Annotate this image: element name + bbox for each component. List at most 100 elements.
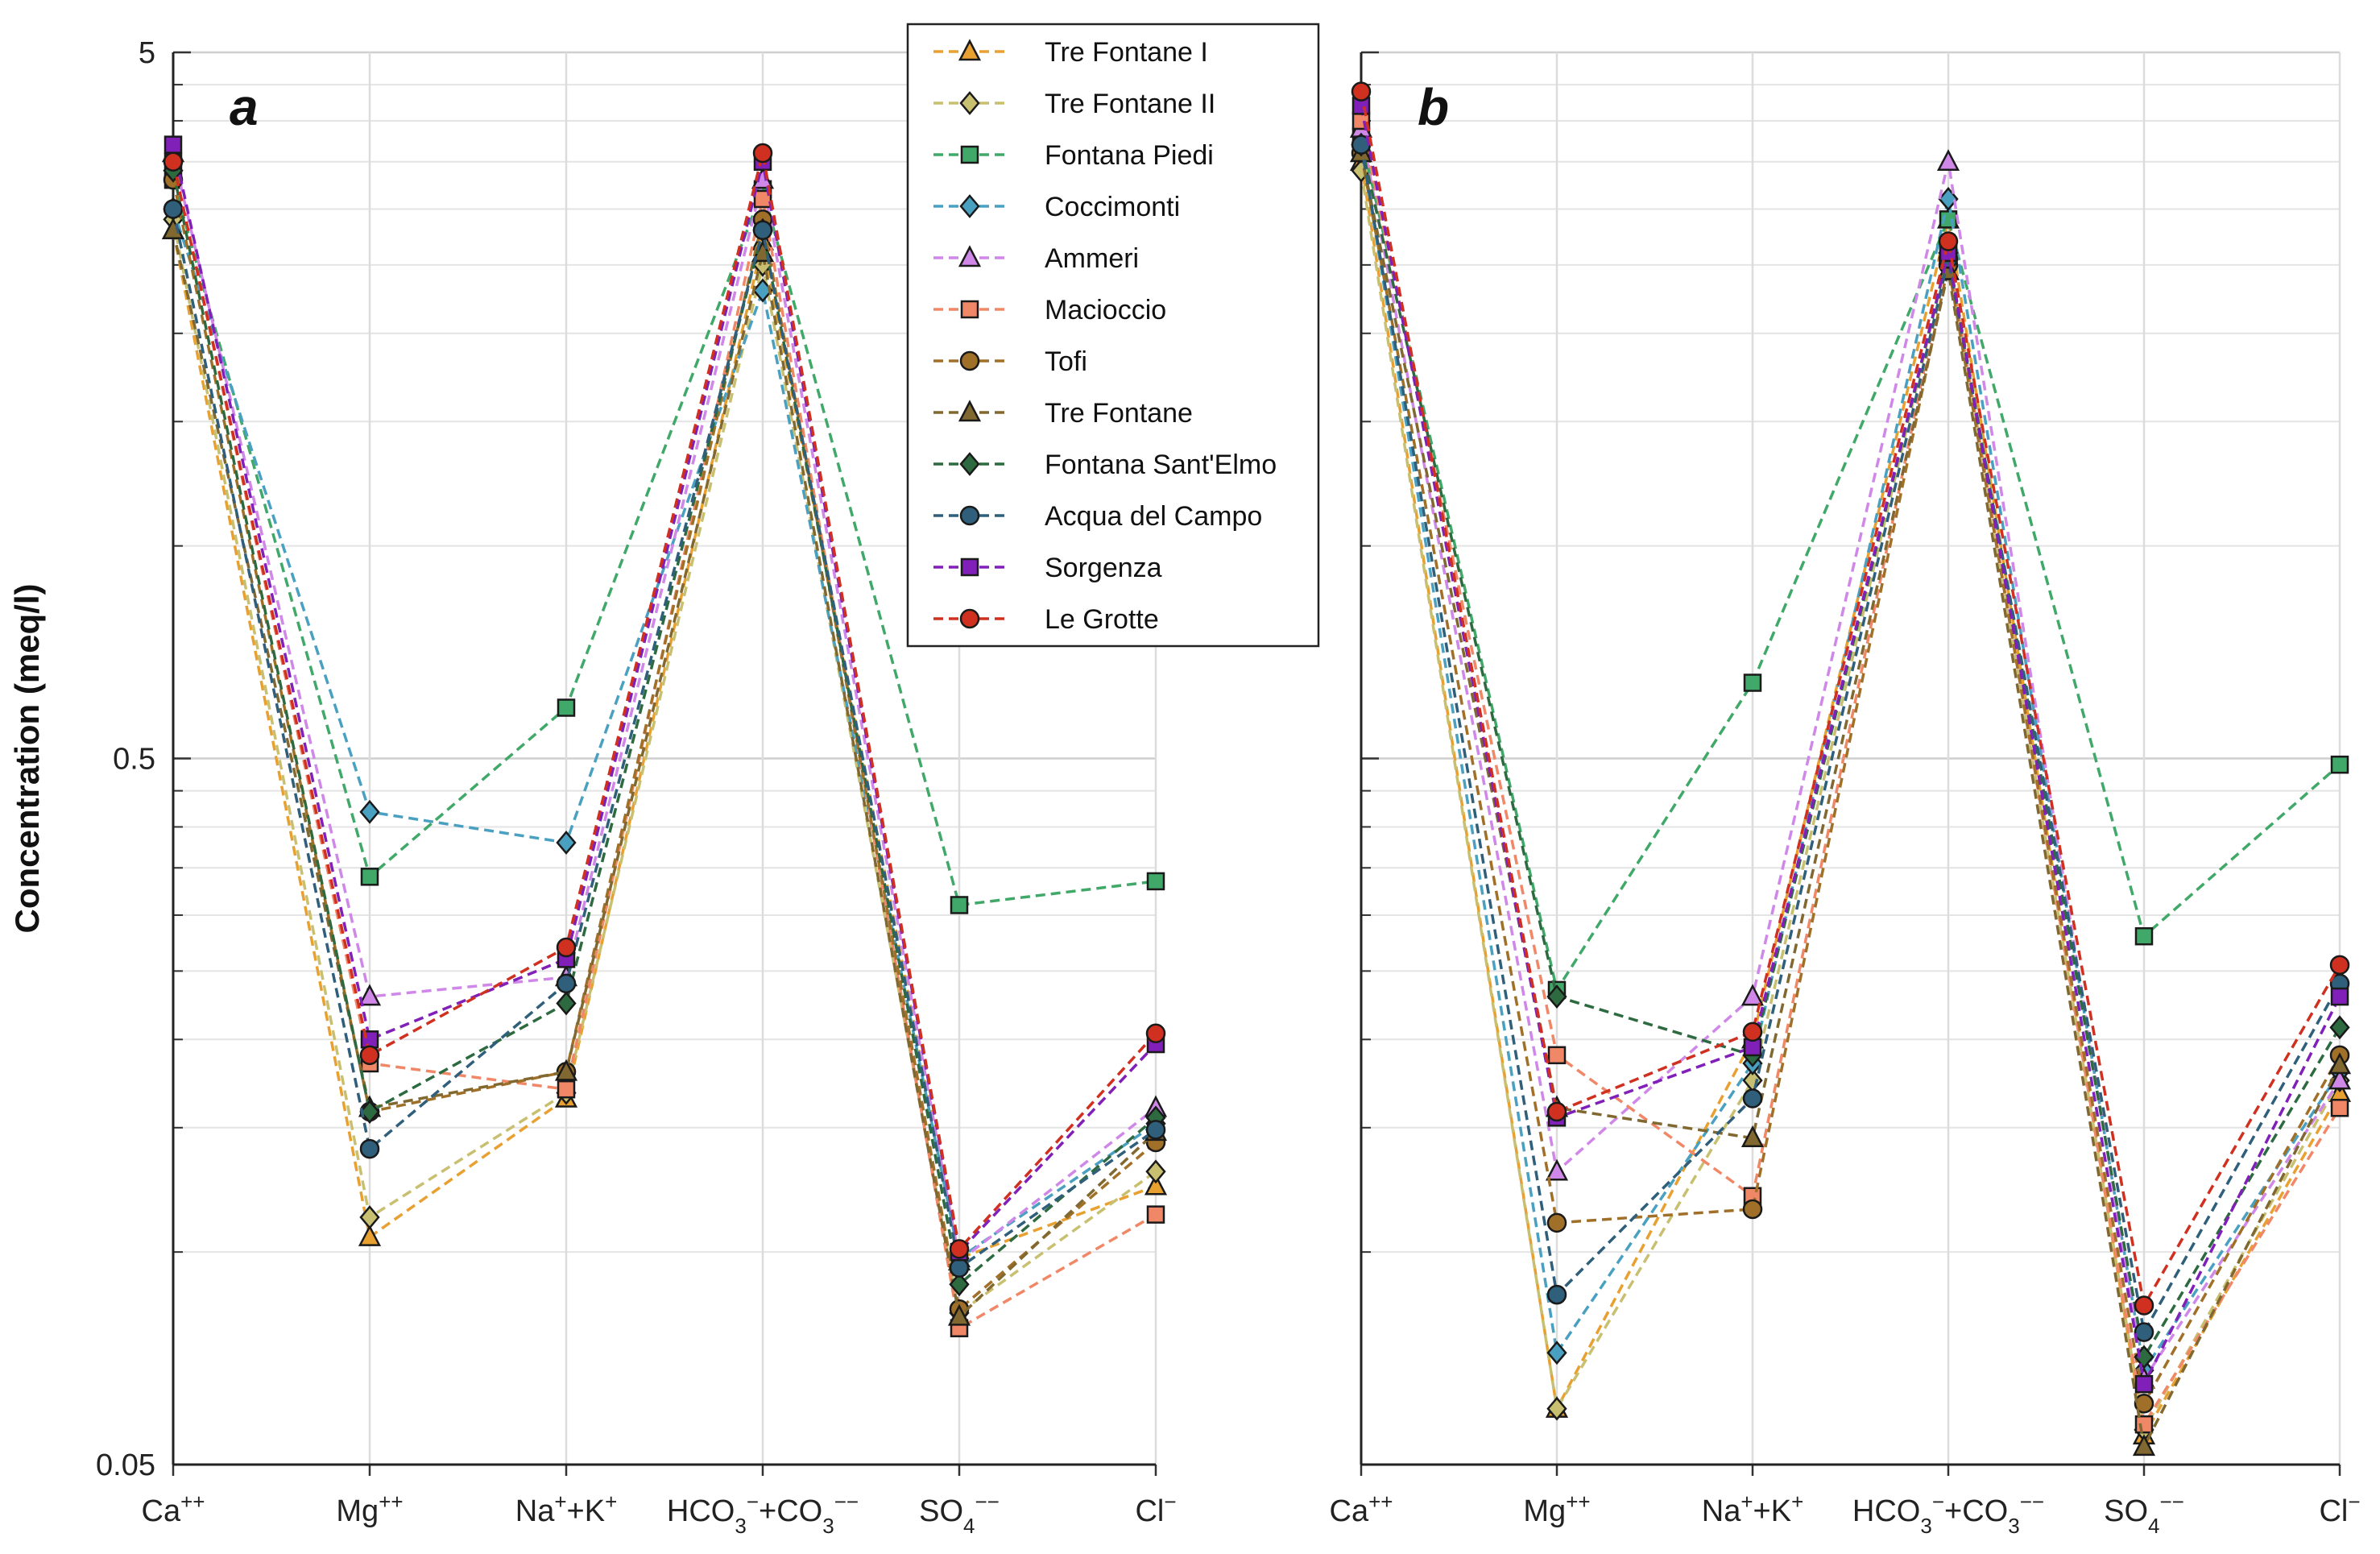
data-point bbox=[752, 220, 773, 240]
data-point bbox=[163, 151, 184, 172]
series-line bbox=[172, 219, 1157, 1316]
series-tre-fontane bbox=[1349, 140, 2352, 1457]
legend-label: Sorgenza bbox=[1045, 553, 1162, 583]
series-layer bbox=[161, 81, 2352, 1457]
legend-entry: Tre Fontane bbox=[933, 398, 1193, 429]
data-point bbox=[1145, 1120, 1166, 1140]
series-tre-fontane-i bbox=[1349, 149, 2352, 1444]
data-point bbox=[359, 1100, 380, 1124]
data-point bbox=[2330, 987, 2349, 1006]
data-point bbox=[1146, 1205, 1165, 1224]
data-point bbox=[556, 991, 577, 1016]
series-line bbox=[172, 161, 1157, 1331]
data-point bbox=[359, 1045, 380, 1066]
data-point bbox=[1351, 81, 1372, 102]
y-tick-label: 5 bbox=[139, 36, 155, 70]
series-fontana-piedi bbox=[163, 170, 1165, 914]
data-point bbox=[557, 1080, 576, 1099]
data-point bbox=[1546, 1212, 1567, 1233]
data-point bbox=[359, 1205, 380, 1229]
data-point bbox=[556, 973, 577, 994]
legend-marker bbox=[959, 608, 980, 629]
series-line bbox=[1360, 120, 2341, 1429]
data-point bbox=[1742, 1021, 1763, 1042]
data-point bbox=[1742, 1199, 1763, 1220]
labels-layer: Ca++ Mg++ Na++K+ HCO3−+CO3−− SO4−− Cl− a Ca++ Mg… bbox=[8, 36, 2361, 1538]
data-point bbox=[949, 1272, 970, 1297]
legend-entry: Coccimonti bbox=[933, 192, 1180, 222]
category-label: Mg++ bbox=[1523, 1490, 1590, 1528]
legend-marker bbox=[958, 400, 982, 422]
series-line bbox=[1360, 152, 2341, 1408]
data-point bbox=[1145, 1159, 1166, 1184]
series-line bbox=[1360, 161, 2341, 1440]
data-point bbox=[2329, 1015, 2350, 1040]
data-point bbox=[1743, 673, 1762, 692]
series-line bbox=[1360, 136, 2341, 994]
series-line bbox=[172, 170, 1157, 1287]
data-point bbox=[1546, 1341, 1567, 1365]
data-point bbox=[1936, 149, 1960, 172]
category-label: Cl− bbox=[1135, 1490, 1176, 1528]
data-point bbox=[1938, 231, 1959, 251]
data-point bbox=[2134, 1322, 2154, 1342]
data-point bbox=[359, 1138, 380, 1159]
legend-label: Macioccio bbox=[1045, 295, 1166, 325]
panel-label: b bbox=[1418, 78, 1449, 136]
legend-marker bbox=[959, 505, 980, 526]
data-point bbox=[2134, 1415, 2154, 1434]
data-point bbox=[1546, 1396, 1567, 1421]
data-point bbox=[1741, 1125, 1765, 1147]
legend-entry: Fontana Piedi bbox=[933, 140, 1214, 171]
panel-label: a bbox=[230, 78, 259, 136]
data-point bbox=[358, 1224, 382, 1246]
data-point bbox=[2328, 1052, 2352, 1075]
legend-label: Ammeri bbox=[1045, 243, 1139, 274]
series-acqua-del-campo bbox=[163, 199, 1166, 1278]
data-point bbox=[358, 984, 382, 1006]
legend-box bbox=[906, 23, 1320, 648]
series-line bbox=[1360, 144, 2341, 1361]
data-point bbox=[950, 896, 969, 914]
data-point bbox=[163, 199, 184, 219]
legend-label: Fontana Piedi bbox=[1045, 140, 1214, 171]
legend-marker bbox=[959, 194, 980, 218]
series-line bbox=[172, 144, 1157, 1255]
series-line bbox=[172, 179, 1157, 907]
legend-marker bbox=[960, 145, 979, 164]
legend-label: Fontana Sant'Elmo bbox=[1045, 450, 1277, 480]
category-label: Na++K+ bbox=[515, 1490, 618, 1528]
legend-entry: Tre Fontane II bbox=[933, 89, 1215, 119]
legend-label: Tre Fontane bbox=[1045, 398, 1193, 429]
series-line bbox=[1360, 106, 2341, 1389]
series-line bbox=[172, 230, 1157, 1261]
legend-entry: Acqua del Campo bbox=[933, 501, 1262, 532]
category-label: Cl− bbox=[2319, 1490, 2360, 1528]
data-point bbox=[1146, 872, 1165, 891]
data-point bbox=[949, 1239, 970, 1259]
legend-label: Acqua del Campo bbox=[1045, 501, 1262, 532]
data-point bbox=[556, 937, 577, 958]
legend-entry: Macioccio bbox=[933, 295, 1166, 325]
data-point bbox=[2134, 926, 2154, 946]
series-line bbox=[1360, 144, 2341, 1336]
legend-label: Le Grotte bbox=[1045, 604, 1159, 635]
legend-label: Tofi bbox=[1045, 346, 1087, 377]
series-line bbox=[172, 152, 1157, 1264]
legend-marker bbox=[959, 350, 980, 371]
axes-layer bbox=[172, 51, 2341, 1476]
data-point bbox=[360, 868, 379, 886]
legend-entry: Ammeri bbox=[933, 243, 1139, 274]
legend-marker bbox=[958, 39, 982, 61]
legend-marker bbox=[959, 91, 980, 115]
legend-entry: Sorgenza bbox=[933, 553, 1162, 583]
data-point bbox=[947, 1303, 971, 1326]
series-sorgenza bbox=[1351, 97, 2349, 1394]
category-label: Ca++ bbox=[1330, 1490, 1393, 1528]
category-label: HCO3−+CO3−− bbox=[667, 1490, 859, 1538]
data-point bbox=[949, 1258, 970, 1278]
data-point bbox=[556, 831, 577, 855]
legend-label: Tre Fontane I bbox=[1045, 37, 1208, 68]
legend-label: Tre Fontane II bbox=[1045, 89, 1215, 119]
